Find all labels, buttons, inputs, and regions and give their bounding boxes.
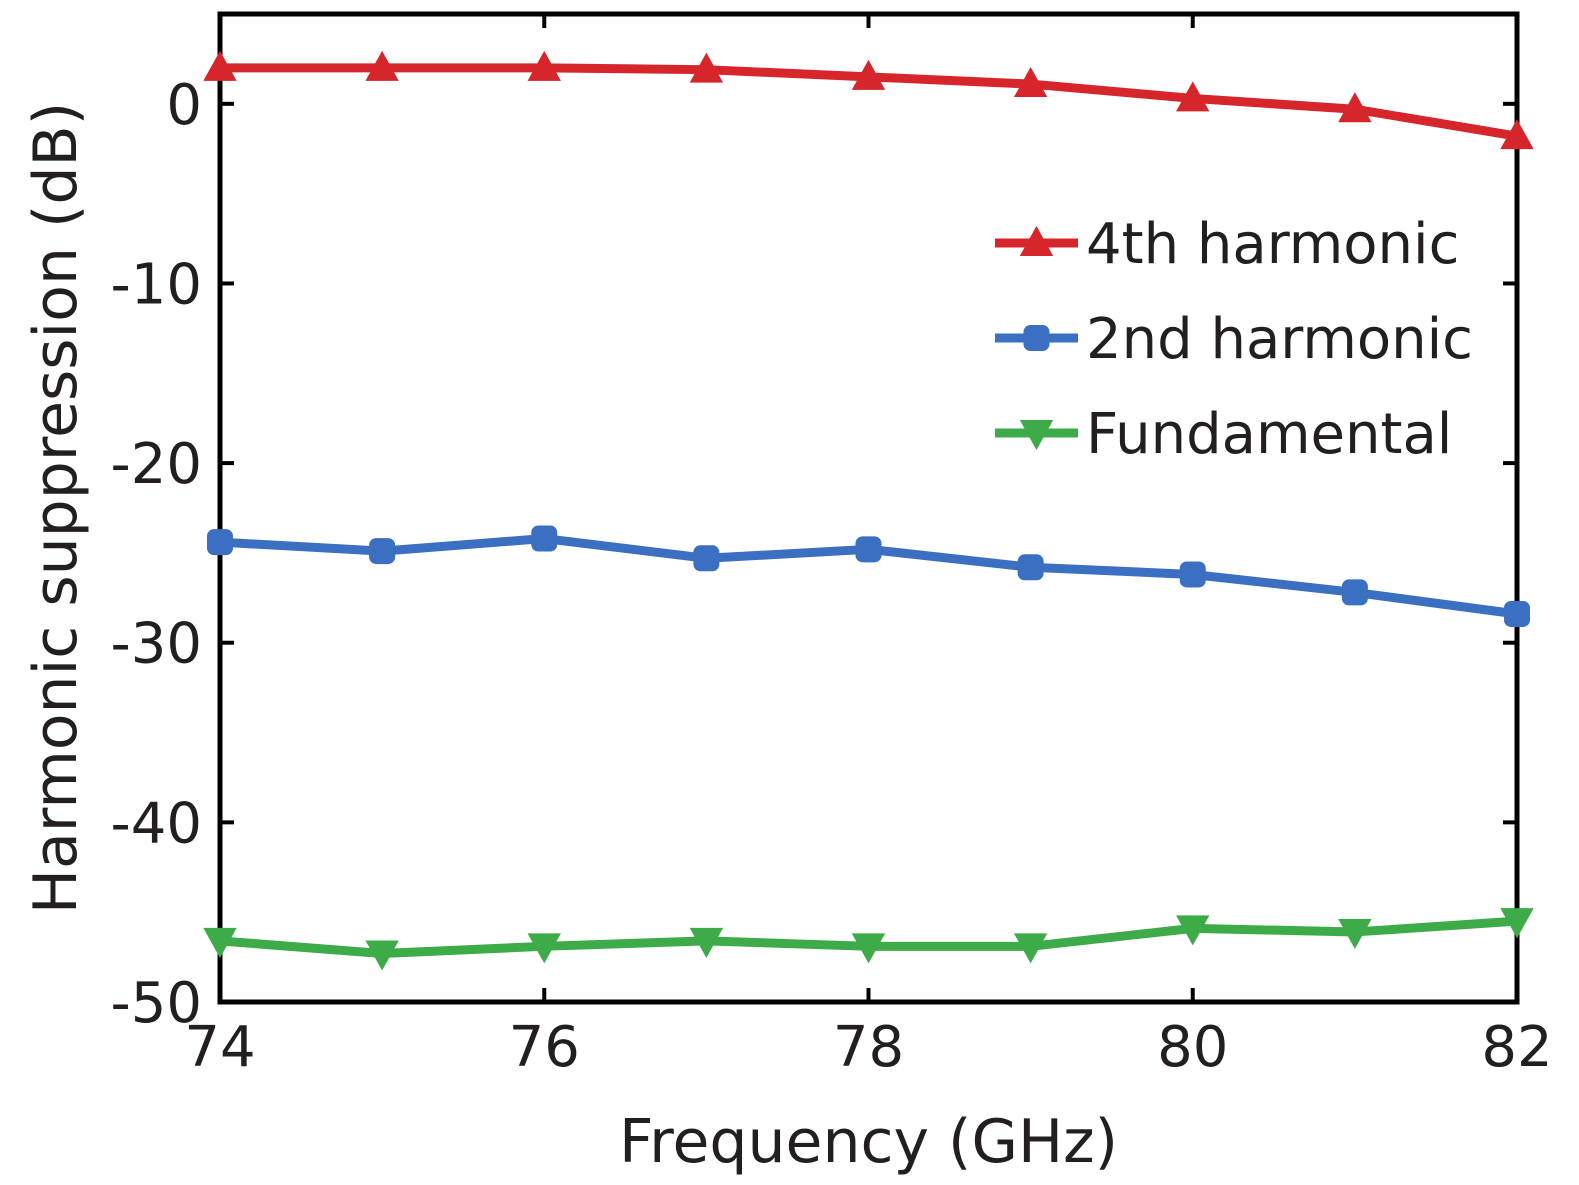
data-point	[1500, 119, 1534, 150]
y-tick-label: -50	[111, 971, 202, 1036]
data-point	[527, 50, 561, 81]
data-point	[1176, 81, 1210, 112]
data-point	[365, 940, 399, 971]
data-point	[203, 927, 237, 958]
x-tick-label: 74	[184, 1015, 255, 1080]
data-point	[207, 529, 233, 556]
y-axis-label: Harmonic suppression (dB)	[21, 102, 91, 914]
y-tick-label: 0	[166, 73, 202, 138]
data-point	[369, 538, 396, 565]
series-0	[203, 50, 1534, 150]
data-point	[1017, 554, 1044, 581]
x-tick-label: 76	[509, 1015, 580, 1080]
series-2	[203, 908, 1534, 971]
data-point	[527, 933, 561, 964]
legend-entry: Fundamental	[995, 402, 1452, 467]
x-ticks-group: 74 76 78 80 82	[184, 14, 1553, 1080]
data-point	[855, 536, 882, 563]
data-point	[1013, 933, 1048, 964]
legend-label: 4th harmonic	[1086, 212, 1459, 277]
data-point	[531, 525, 558, 552]
legend: 4th harmonic 2nd harmonic Fundamental	[995, 212, 1473, 467]
legend-entry: 2nd harmonic	[995, 307, 1473, 372]
legend-swatch-marker	[1019, 225, 1054, 256]
data-point	[1013, 66, 1048, 98]
data-point	[851, 933, 886, 964]
y-tick-label: -20	[111, 432, 202, 497]
data-point	[1500, 908, 1534, 939]
data-point	[1338, 92, 1372, 123]
legend-label: 2nd harmonic	[1086, 307, 1473, 372]
data-point	[1179, 561, 1206, 588]
data-point	[1504, 600, 1530, 627]
series-1	[207, 525, 1530, 627]
x-tick-label: 78	[833, 1015, 904, 1080]
legend-swatch-marker	[1023, 325, 1050, 351]
data-point	[203, 50, 237, 81]
data-point	[689, 927, 724, 958]
x-tick-label: 82	[1481, 1015, 1552, 1080]
data-point	[693, 545, 720, 572]
y-tick-label: -30	[111, 612, 202, 677]
legend-label: Fundamental	[1086, 402, 1452, 467]
data-point	[689, 52, 724, 83]
y-ticks-group: 0 -10 -20 -30 -40 -50	[111, 73, 1517, 1036]
y-tick-label: -10	[111, 252, 202, 317]
data-point	[1176, 915, 1210, 946]
y-tick-label: -40	[111, 791, 202, 856]
data-point	[851, 59, 886, 90]
legend-swatch-marker	[1019, 420, 1054, 451]
data-point	[365, 50, 399, 81]
legend-entry: 4th harmonic	[995, 212, 1459, 277]
x-tick-label: 80	[1157, 1015, 1228, 1080]
plot-frame	[217, 11, 1520, 1005]
data-point	[1341, 579, 1368, 606]
series-group	[203, 50, 1534, 971]
x-axis-label: Frequency (GHz)	[619, 1107, 1118, 1177]
plot-frame-group	[217, 11, 1520, 1005]
data-point	[1338, 918, 1372, 950]
